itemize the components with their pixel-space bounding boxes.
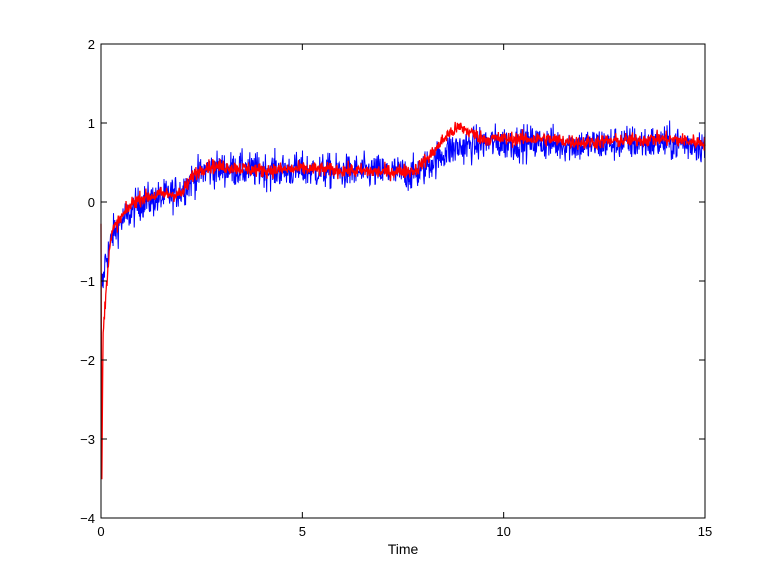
y-tick-label: −2 — [80, 353, 95, 368]
y-tick-label: −4 — [80, 511, 95, 526]
y-tick-label: 1 — [88, 116, 95, 131]
series-line-1 — [100, 120, 706, 289]
series-line-2 — [100, 121, 706, 480]
x-axis-label: Time — [388, 541, 419, 557]
y-tick-label: −1 — [80, 274, 95, 289]
x-tick-label: 15 — [698, 524, 712, 539]
y-tick-label: −3 — [80, 432, 95, 447]
y-tick-label: 2 — [88, 37, 95, 52]
x-tick-label: 5 — [299, 524, 306, 539]
plot-frame — [100, 43, 706, 519]
series-layer — [100, 120, 706, 480]
x-tick-label: 10 — [496, 524, 510, 539]
x-tick-label: 0 — [97, 524, 104, 539]
ticks-layer: 0 5 10 15 −4 −3 −2 −1 0 1 2 — [80, 37, 712, 539]
y-tick-label: 0 — [88, 195, 95, 210]
